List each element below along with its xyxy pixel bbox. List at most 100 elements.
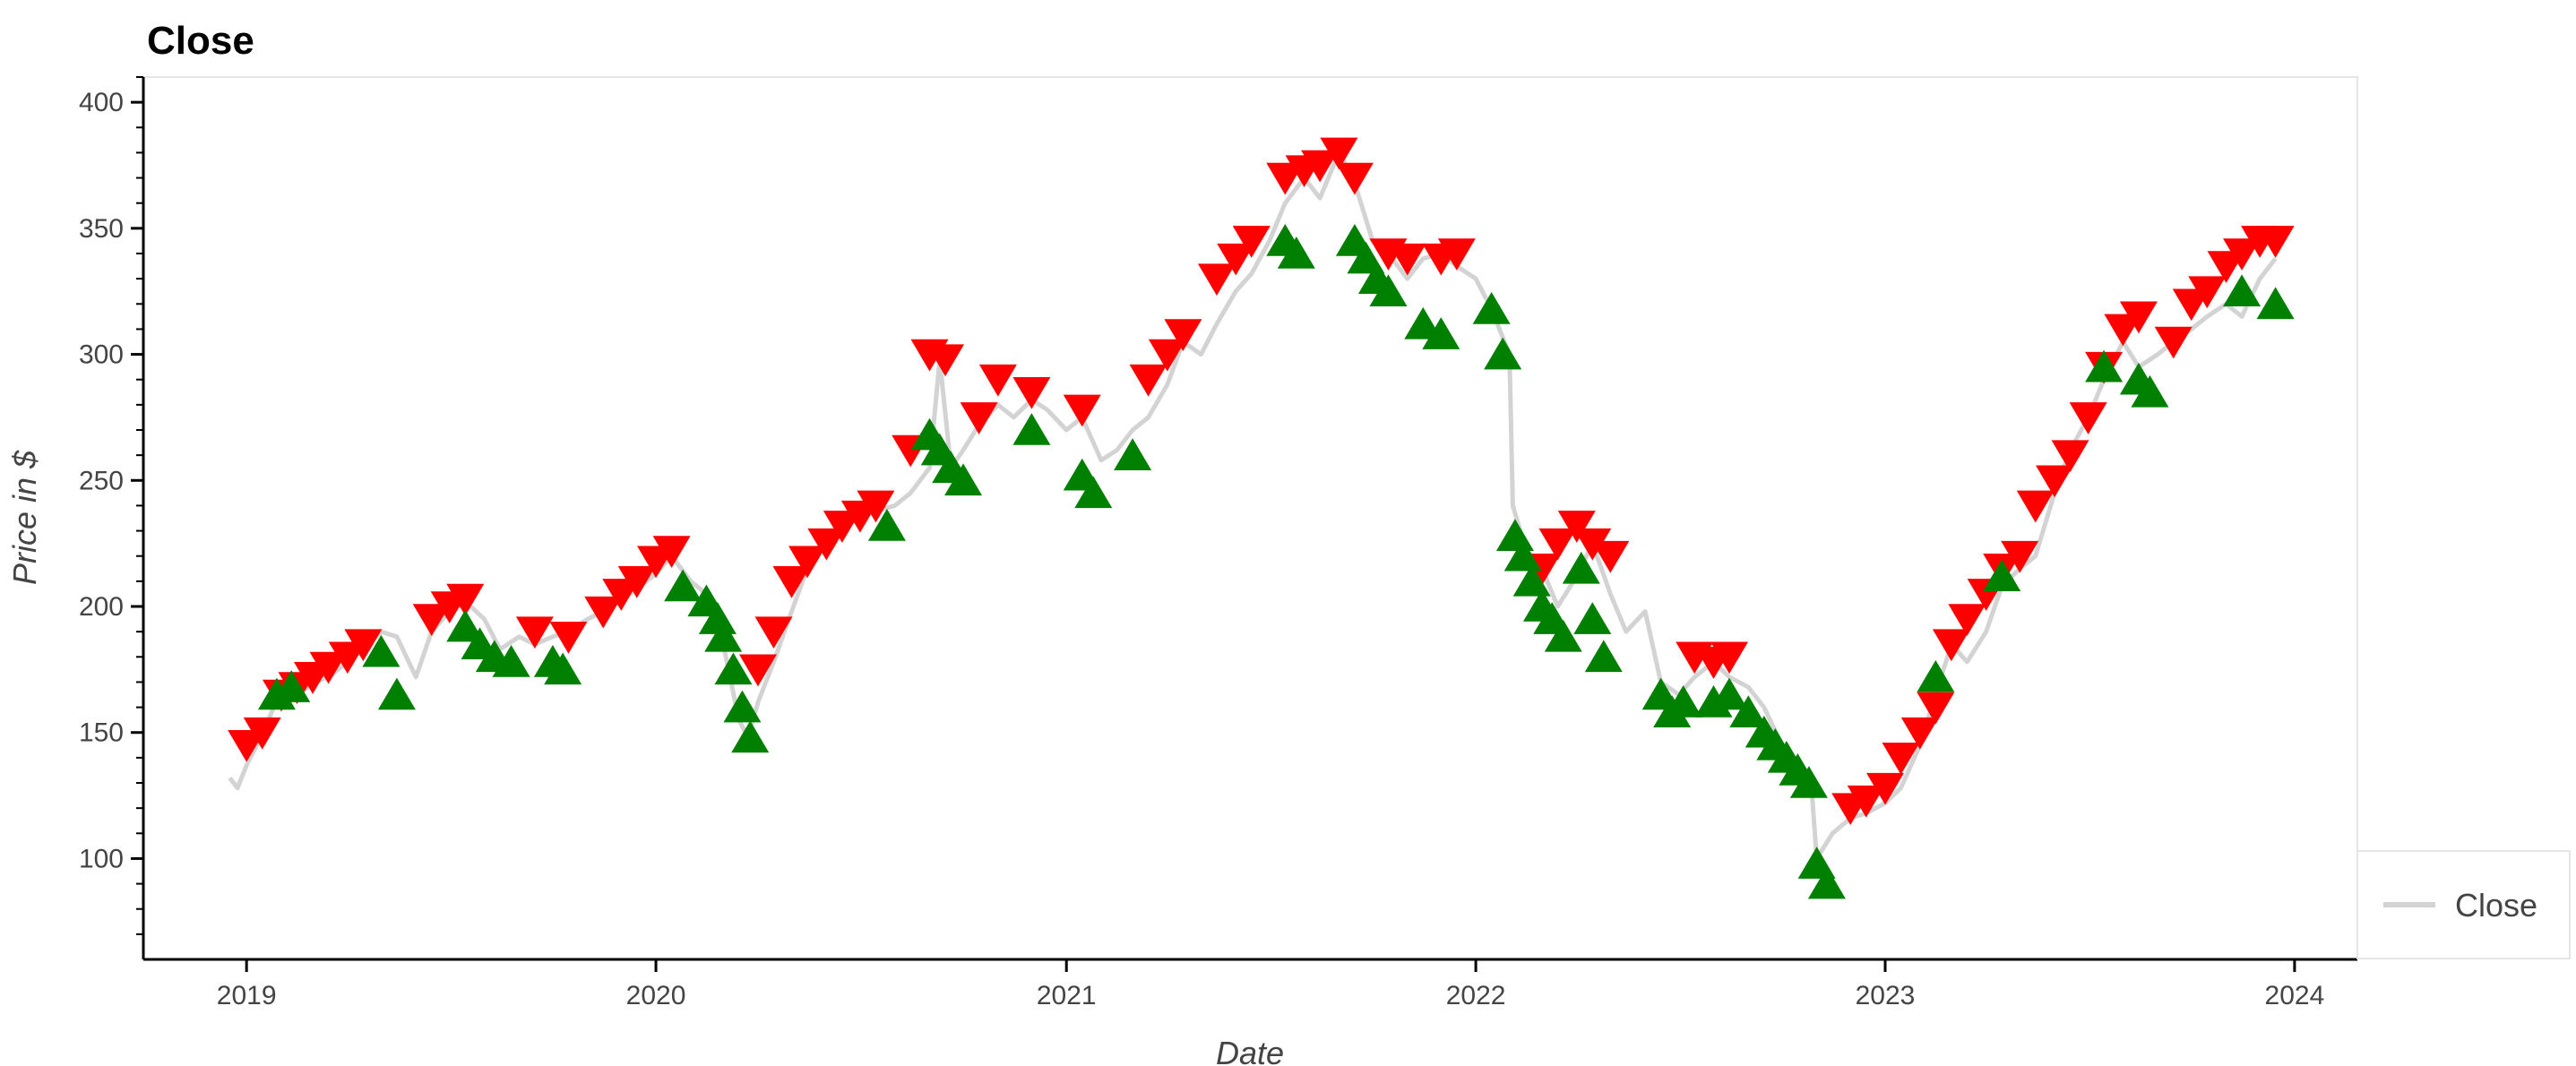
buy-marker [1917,659,1955,692]
buy-marker [272,670,311,702]
buy-marker [446,609,485,642]
close-series-line [228,150,2278,861]
buy-marker [1729,695,1768,727]
sell-marker [1063,394,1101,427]
buy-marker [1114,438,1152,470]
x-tick-label: 2024 [2265,981,2325,1010]
buy-marker [1512,563,1551,597]
buy-marker [1710,677,1749,710]
axes: 100 150 200 250 300 350 400 2019 2020 2021 2022 202… [79,76,2357,1010]
sell-marker [2223,238,2262,271]
sell-marker [1932,629,1970,662]
buy-marker [1484,337,1522,370]
sell-marker [2069,402,2107,434]
sell-marker [2119,301,2158,334]
buy-marker [944,463,983,496]
buy-marker [698,602,737,634]
sell-marker [807,528,846,561]
x-tick-label: 2022 [1446,981,1506,1010]
buy-marker [1562,551,1600,584]
buy-marker [1789,766,1828,798]
sell-marker [1882,743,1920,775]
sell-marker [2036,465,2074,498]
buy-marker [723,690,762,723]
sell-marker [1710,641,1749,675]
close-line-group [228,150,2278,861]
buy-marker [731,720,770,753]
x-tick-label: 2020 [626,981,686,1010]
buy-marker [2131,374,2169,408]
buy-marker [1495,519,1534,551]
sell-marker [309,651,348,684]
sell-marker [1948,604,1986,636]
sell-marker [1388,243,1426,276]
sell-marker [978,364,1017,397]
sell-marker [823,511,861,543]
buy-marker [1277,236,1315,269]
buy-marker [1369,274,1408,307]
sell-marker [1900,717,1939,750]
sell-marker [1573,528,1612,561]
sell-marker [738,654,777,687]
sell-marker [772,566,811,598]
buy-marker [377,677,416,710]
sell-marker [2188,276,2227,309]
x-tick-label: 2021 [1037,981,1097,1010]
sell-marker [1148,339,1186,372]
buy-marker [2085,349,2124,383]
buy-marker [1012,413,1051,445]
sell-marker [446,583,485,616]
y-axis-title: Price in $ [6,450,43,585]
sell-marker [1591,540,1630,573]
buy-marker [1503,538,1542,572]
sell-marker [584,596,623,629]
sell-marker [1917,692,1955,725]
buy-marker [1544,619,1582,652]
plot-frame [142,76,2358,960]
sell-marker [549,621,588,654]
sell-marker [1217,243,1255,276]
y-tick-label: 150 [79,718,124,748]
sell-marker [344,629,383,662]
legend: Close [2356,850,2571,959]
sell-marker [1164,319,1202,351]
chart-title: Close [147,19,254,63]
sell-marker [515,616,554,649]
legend-label-close: Close [2455,887,2537,924]
x-tick-label: 2023 [1856,981,1916,1010]
sell-marker [412,604,451,636]
sell-marker [2001,540,2039,573]
sell-marker [1301,150,1340,183]
sell-marker [1335,162,1374,195]
sell-marker [2051,440,2089,473]
x-tick-label: 2019 [217,981,277,1010]
sell-marker [1866,772,1905,805]
sell-marker [788,546,827,579]
sell-marker [2154,326,2193,359]
y-tick-label: 250 [79,466,124,495]
y-tick-label: 400 [79,88,124,117]
buy-marker [1404,306,1443,340]
sell-marker [1129,364,1167,397]
y-tick-label: 300 [79,340,124,370]
sell-marker [1012,376,1051,409]
sell-marker [754,616,793,649]
buy-marker [1584,640,1623,673]
buy-marker [1573,602,1612,634]
sell-marker [1197,263,1236,297]
sell-marker [960,402,998,434]
sell-marker [652,536,691,568]
sell-marker [1557,511,1596,543]
sell-marker [857,490,895,523]
buy-marker [492,645,530,677]
y-tick-label: 350 [79,214,124,244]
y-tick-label: 100 [79,844,124,873]
sell-marker [1437,238,1476,271]
buy-marker [1983,559,2021,592]
sell-marker [1232,226,1271,258]
buy-marker [1807,866,1846,899]
sell-marker [1320,137,1358,170]
buy-marker [2223,274,2262,307]
buy-marker [1074,476,1113,509]
